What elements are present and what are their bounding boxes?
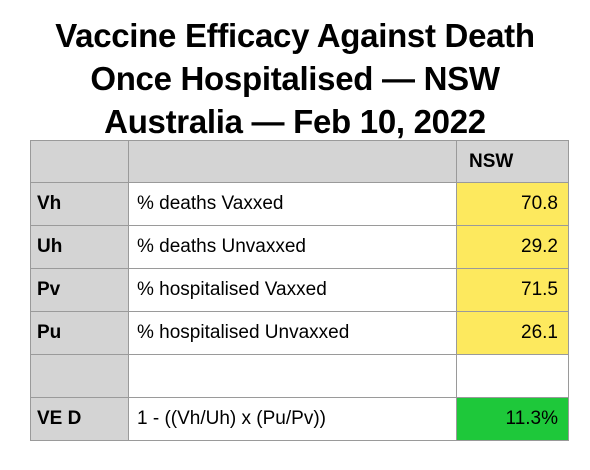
table-row: Pu % hospitalised Unvaxxed 26.1 bbox=[30, 311, 569, 355]
title-line-2: Once Hospitalised — NSW bbox=[90, 60, 500, 97]
title-line-3: Australia — Feb 10, 2022 bbox=[104, 103, 486, 140]
row-code: Uh bbox=[30, 225, 129, 269]
table-row-result: VE D 1 - ((Vh/Uh) x (Pu/Pv)) 11.3% bbox=[30, 397, 569, 441]
row-code: Pv bbox=[30, 268, 129, 312]
efficacy-table: NSW Vh % deaths Vaxxed 70.8 Uh % deaths … bbox=[30, 140, 569, 441]
row-description: % deaths Unvaxxed bbox=[128, 225, 457, 269]
row-value: 71.5 bbox=[456, 268, 569, 312]
header-cell-code bbox=[30, 140, 129, 183]
row-description: % hospitalised Unvaxxed bbox=[128, 311, 457, 355]
table-row: Pv % hospitalised Vaxxed 71.5 bbox=[30, 268, 569, 312]
title-line-1: Vaccine Efficacy Against Death bbox=[55, 17, 535, 54]
row-code: VE D bbox=[30, 397, 129, 441]
table-row: Uh % deaths Unvaxxed 29.2 bbox=[30, 225, 569, 269]
row-formula: 1 - ((Vh/Uh) x (Pu/Pv)) bbox=[128, 397, 457, 441]
header-cell-region: NSW bbox=[456, 140, 569, 183]
row-value: 70.8 bbox=[456, 182, 569, 226]
result-value: 11.3% bbox=[456, 397, 569, 441]
row-description: % deaths Vaxxed bbox=[128, 182, 457, 226]
table-header-row: NSW bbox=[30, 140, 569, 183]
header-cell-desc bbox=[128, 140, 457, 183]
row-code: Vh bbox=[30, 182, 129, 226]
row-description: % hospitalised Vaxxed bbox=[128, 268, 457, 312]
table-row: Vh % deaths Vaxxed 70.8 bbox=[30, 182, 569, 226]
table-row-blank bbox=[30, 354, 569, 398]
row-code bbox=[30, 354, 129, 398]
row-value: 29.2 bbox=[456, 225, 569, 269]
row-description bbox=[128, 354, 457, 398]
row-value bbox=[456, 354, 569, 398]
row-code: Pu bbox=[30, 311, 129, 355]
row-value: 26.1 bbox=[456, 311, 569, 355]
chart-title: Vaccine Efficacy Against Death Once Hosp… bbox=[0, 14, 590, 143]
